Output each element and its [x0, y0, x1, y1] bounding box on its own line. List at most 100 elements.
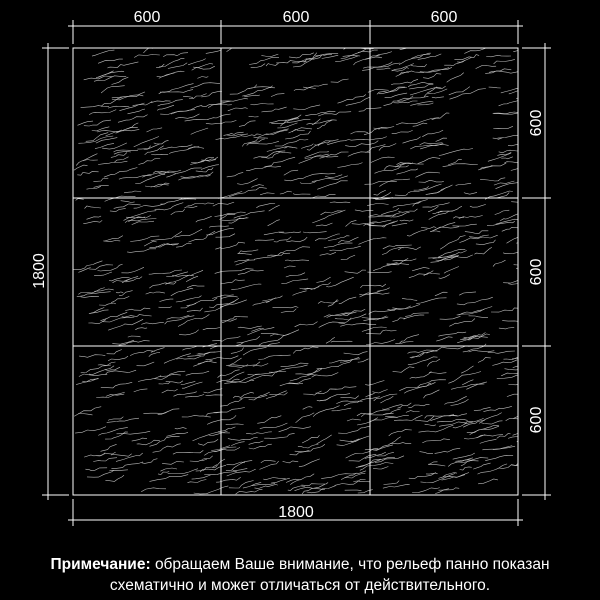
relief-stroke: [377, 452, 394, 457]
relief-stroke: [368, 307, 398, 315]
relief-stroke: [319, 393, 351, 401]
relief-stroke: [106, 417, 140, 423]
relief-stroke: [247, 370, 287, 376]
relief-stroke: [230, 357, 242, 365]
relief-stroke: [94, 271, 113, 276]
relief-stroke: [110, 152, 128, 158]
relief-stroke: [110, 453, 132, 457]
relief-stroke: [408, 183, 442, 193]
relief-stroke: [180, 381, 196, 385]
relief-stroke: [397, 402, 412, 409]
relief-stroke: [135, 327, 148, 330]
relief-stroke: [283, 169, 299, 176]
relief-stroke: [231, 283, 262, 290]
relief-stroke: [226, 172, 244, 178]
relief-stroke: [254, 484, 278, 489]
relief-stroke: [203, 388, 223, 394]
relief-stroke: [512, 433, 518, 436]
relief-stroke: [153, 140, 169, 145]
relief-stroke: [265, 390, 287, 400]
relief-stroke: [260, 333, 279, 335]
relief-stroke: [501, 372, 518, 377]
relief-stroke: [95, 70, 125, 79]
relief-stroke: [121, 276, 139, 284]
relief-stroke: [190, 157, 215, 165]
relief-stroke: [344, 489, 362, 491]
relief-stroke: [119, 102, 145, 111]
relief-stroke: [417, 53, 442, 60]
relief-stroke: [339, 438, 360, 443]
relief-stroke: [422, 438, 450, 444]
relief-stroke: [373, 393, 398, 402]
relief-stroke: [292, 58, 315, 64]
relief-stroke: [242, 482, 262, 489]
relief-stroke: [261, 106, 287, 113]
relief-stroke: [111, 76, 129, 85]
relief-stroke: [237, 270, 264, 275]
relief-stroke: [256, 203, 276, 209]
relief-stroke: [94, 143, 115, 149]
relief-stroke: [212, 336, 241, 342]
relief-stroke: [359, 290, 382, 296]
relief-stroke: [423, 73, 442, 79]
relief-stroke: [127, 108, 145, 115]
relief-stroke: [102, 142, 128, 150]
relief-stroke: [336, 438, 362, 446]
relief-stroke: [497, 135, 518, 139]
relief-stroke: [298, 458, 320, 468]
relief-stroke: [304, 155, 339, 159]
relief-stroke: [84, 205, 101, 209]
relief-stroke: [435, 255, 459, 262]
relief-stroke: [123, 210, 157, 221]
relief-stroke: [452, 216, 465, 219]
relief-stroke: [163, 353, 191, 364]
relief-stroke: [157, 104, 175, 111]
relief-stroke: [311, 372, 339, 378]
relief-stroke: [392, 366, 415, 373]
relief-stroke: [464, 418, 484, 425]
relief-stroke: [205, 120, 237, 125]
relief-stroke: [74, 406, 102, 417]
relief-stroke: [363, 315, 387, 321]
relief-stroke: [411, 350, 438, 359]
relief-stroke: [388, 442, 412, 446]
relief-stroke: [303, 52, 318, 63]
relief-stroke: [220, 295, 238, 299]
relief-stroke: [249, 372, 275, 381]
relief-stroke: [435, 137, 448, 142]
relief-stroke: [95, 137, 118, 144]
relief-stroke: [83, 220, 103, 224]
relief-stroke: [235, 489, 263, 495]
relief-stroke: [248, 443, 272, 450]
relief-stroke: [260, 192, 275, 196]
relief-stroke: [492, 359, 518, 366]
relief-stroke: [152, 170, 170, 174]
relief-stroke: [163, 52, 189, 57]
relief-stroke: [257, 415, 282, 424]
relief-stroke: [371, 444, 393, 451]
relief-stroke: [353, 55, 380, 66]
relief-stroke: [227, 107, 248, 112]
relief-stroke: [181, 415, 211, 418]
relief-stroke: [405, 410, 420, 413]
relief-stroke: [279, 382, 304, 387]
relief-stroke: [89, 109, 117, 115]
relief-stroke: [402, 136, 421, 144]
relief-stroke: [391, 130, 413, 135]
relief-stroke: [292, 54, 322, 68]
relief-stroke: [246, 431, 272, 435]
relief-stroke: [492, 137, 503, 140]
relief-stroke: [370, 416, 398, 422]
relief-stroke: [269, 329, 300, 337]
relief-stroke: [78, 287, 105, 295]
relief-stroke: [498, 100, 518, 107]
relief-stroke: [456, 296, 493, 306]
relief-stroke: [343, 48, 374, 50]
relief-stroke: [100, 312, 128, 321]
relief-stroke: [412, 199, 428, 207]
relief-stroke: [411, 52, 431, 59]
relief-stroke: [492, 259, 506, 267]
relief-stroke: [215, 135, 242, 140]
relief-stroke: [365, 56, 383, 60]
relief-stroke: [431, 112, 450, 120]
